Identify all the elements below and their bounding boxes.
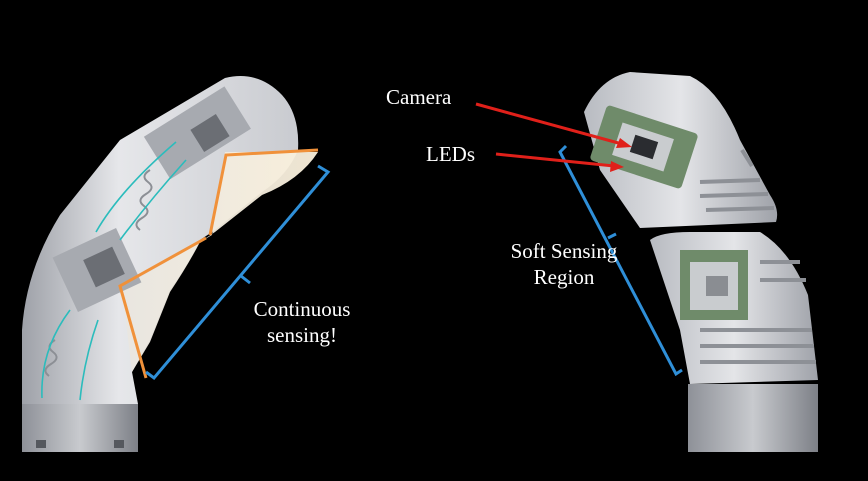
- left-light-ray-top: [208, 148, 319, 236]
- leds-label: LEDs: [426, 142, 475, 166]
- left-teal-channel-outer: [41, 141, 177, 399]
- soft-sensing-region-line-2: Region: [533, 265, 595, 289]
- left-light-ray-bottom: [118, 236, 207, 379]
- left-camera-module-bottom: [52, 228, 142, 312]
- right-sensor-window-upper: [590, 105, 698, 189]
- right-finger-external: [475, 72, 818, 452]
- left-soft-membrane: [122, 152, 318, 372]
- continuous-sensing-label: Continuous sensing!: [236, 296, 368, 348]
- left-finger-shell: [22, 76, 299, 404]
- right-sensor-window-lower: [680, 250, 748, 320]
- soft-sensing-region-line-1: Soft Sensing: [510, 239, 618, 263]
- continuous-sensing-line-2: sensing!: [267, 323, 337, 347]
- right-ribs: [699, 148, 816, 364]
- right-sensing-bracket: [558, 144, 683, 377]
- left-camera-module-top: [143, 86, 251, 180]
- camera-pointer-arrow: [475, 102, 632, 148]
- camera-label: Camera: [386, 85, 452, 109]
- leds-pointer-arrow: [495, 152, 624, 172]
- left-sensing-bracket: [145, 164, 331, 381]
- left-finger-cross-section: [22, 76, 331, 452]
- right-finger-base: [688, 384, 818, 452]
- left-teal-channel-inner: [79, 159, 187, 401]
- soft-sensing-region-label: Soft Sensing Region: [495, 238, 633, 290]
- left-channel-squiggle-top: [135, 169, 153, 231]
- continuous-sensing-line-1: Continuous: [253, 297, 351, 321]
